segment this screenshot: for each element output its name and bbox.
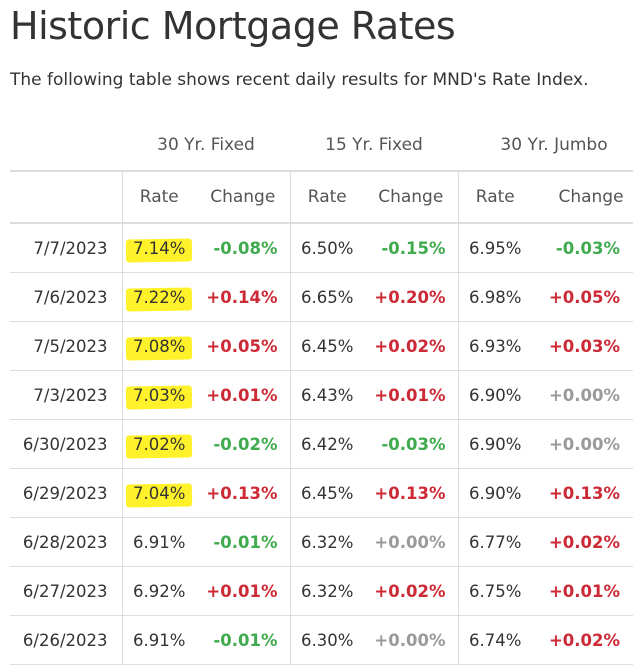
change-15yr-fixed: +0.00% (364, 615, 458, 665)
rate-30yr-fixed: 6.91% (121, 517, 196, 567)
table-body: 7/7/2023 7.14% -0.08% 6.50% -0.15% 6.95% -0.03… (10, 223, 633, 665)
rate-30yr-jumbo: 6.95% (457, 223, 532, 273)
rate-30yr-fixed: 6.92% (121, 566, 196, 616)
highlighted-rate: 7.03% (130, 384, 188, 407)
page-subtitle: The following table shows recent daily r… (10, 70, 589, 90)
change-30yr-jumbo: +0.03% (532, 321, 633, 371)
group-header-15yr-fixed: 15 Yr. Fixed (290, 120, 458, 172)
date-column-header (10, 171, 122, 224)
change-15yr-fixed: -0.15% (364, 223, 458, 273)
change-30yr-jumbo: +0.00% (532, 419, 633, 469)
change-30yr-fixed: +0.01% (196, 566, 290, 616)
table-row: 6/29/2023 7.04% +0.13% 6.45% +0.13% 6.90% +0.1… (10, 468, 633, 518)
change-15yr-fixed: +0.01% (364, 370, 458, 420)
column-header-rate: Rate (121, 171, 196, 224)
change-15yr-fixed: +0.00% (364, 517, 458, 567)
row-date: 6/29/2023 (10, 468, 122, 518)
change-30yr-jumbo: +0.02% (532, 615, 633, 665)
table-row: 7/7/2023 7.14% -0.08% 6.50% -0.15% 6.95% -0.03… (10, 223, 633, 273)
rate-15yr-fixed: 6.65% (289, 272, 364, 322)
change-30yr-fixed: +0.13% (196, 468, 290, 518)
table-row: 6/26/2023 6.91% -0.01% 6.30% +0.00% 6.74% +0.0… (10, 615, 633, 665)
change-30yr-jumbo: +0.00% (532, 370, 633, 420)
row-date: 6/27/2023 (10, 566, 122, 616)
highlighted-rate: 7.08% (130, 335, 188, 358)
change-30yr-fixed: +0.01% (196, 370, 290, 420)
rate-15yr-fixed: 6.45% (289, 321, 364, 371)
rate-30yr-fixed: 7.02% (121, 419, 196, 469)
change-15yr-fixed: +0.02% (364, 321, 458, 371)
highlighted-rate: 7.02% (130, 433, 188, 456)
change-30yr-fixed: -0.08% (196, 223, 290, 273)
highlighted-rate: 7.22% (130, 286, 188, 309)
column-header-change: Change (532, 171, 633, 224)
change-30yr-jumbo: +0.13% (532, 468, 633, 518)
rate-30yr-jumbo: 6.98% (457, 272, 532, 322)
change-30yr-fixed: +0.05% (196, 321, 290, 371)
group-header-30yr-fixed: 30 Yr. Fixed (122, 120, 290, 172)
row-date: 7/6/2023 (10, 272, 122, 322)
change-30yr-fixed: -0.01% (196, 517, 290, 567)
rate-15yr-fixed: 6.50% (289, 223, 364, 273)
change-30yr-jumbo: +0.05% (532, 272, 633, 322)
change-30yr-fixed: -0.02% (196, 419, 290, 469)
row-date: 7/7/2023 (10, 223, 122, 273)
group-header-row: 30 Yr. Fixed 15 Yr. Fixed 30 Yr. Jumbo (10, 120, 633, 172)
rate-15yr-fixed: 6.32% (289, 566, 364, 616)
rate-30yr-jumbo: 6.90% (457, 419, 532, 469)
column-header-rate: Rate (457, 171, 532, 224)
row-date: 6/26/2023 (10, 615, 122, 665)
rate-15yr-fixed: 6.43% (289, 370, 364, 420)
row-date: 7/3/2023 (10, 370, 122, 420)
table-row: 7/3/2023 7.03% +0.01% 6.43% +0.01% 6.90% +0.00… (10, 370, 633, 420)
table-row: 6/27/2023 6.92% +0.01% 6.32% +0.02% 6.75% +0.0… (10, 566, 633, 616)
rate-30yr-fixed: 7.14% (121, 223, 196, 273)
rate-30yr-jumbo: 6.74% (457, 615, 532, 665)
change-15yr-fixed: +0.20% (364, 272, 458, 322)
highlighted-rate: 7.04% (130, 482, 188, 505)
table-row: 7/6/2023 7.22% +0.14% 6.65% +0.20% 6.98% +0.05… (10, 272, 633, 322)
change-30yr-fixed: +0.14% (196, 272, 290, 322)
rate-30yr-fixed: 7.03% (121, 370, 196, 420)
highlighted-rate: 7.14% (130, 237, 188, 260)
rate-30yr-fixed: 6.91% (121, 615, 196, 665)
table-row: 7/5/2023 7.08% +0.05% 6.45% +0.02% 6.93% +0.03… (10, 321, 633, 371)
rate-30yr-fixed: 7.08% (121, 321, 196, 371)
row-date: 7/5/2023 (10, 321, 122, 371)
row-date: 6/30/2023 (10, 419, 122, 469)
rate-30yr-fixed: 7.04% (121, 468, 196, 518)
rate-15yr-fixed: 6.30% (289, 615, 364, 665)
rate-30yr-jumbo: 6.90% (457, 468, 532, 518)
change-15yr-fixed: -0.03% (364, 419, 458, 469)
change-15yr-fixed: +0.13% (364, 468, 458, 518)
rate-30yr-jumbo: 6.77% (457, 517, 532, 567)
rate-15yr-fixed: 6.32% (289, 517, 364, 567)
date-group-header (10, 120, 122, 172)
rate-30yr-jumbo: 6.93% (457, 321, 532, 371)
sub-header-row: Rate Change Rate Change Rate Change (10, 171, 633, 224)
column-header-rate: Rate (289, 171, 364, 224)
change-30yr-jumbo: +0.02% (532, 517, 633, 567)
change-15yr-fixed: +0.02% (364, 566, 458, 616)
page-title: Historic Mortgage Rates (10, 4, 456, 48)
rate-15yr-fixed: 6.42% (289, 419, 364, 469)
column-header-change: Change (364, 171, 458, 224)
change-30yr-jumbo: -0.03% (532, 223, 633, 273)
rate-15yr-fixed: 6.45% (289, 468, 364, 518)
row-date: 6/28/2023 (10, 517, 122, 567)
rate-30yr-jumbo: 6.90% (457, 370, 532, 420)
change-30yr-jumbo: +0.01% (532, 566, 633, 616)
rate-30yr-jumbo: 6.75% (457, 566, 532, 616)
group-header-30yr-jumbo: 30 Yr. Jumbo (458, 120, 633, 172)
rate-30yr-fixed: 7.22% (121, 272, 196, 322)
table-row: 6/30/2023 7.02% -0.02% 6.42% -0.03% 6.90% +0.0… (10, 419, 633, 469)
rates-table: 30 Yr. Fixed 15 Yr. Fixed 30 Yr. Jumbo R… (10, 120, 633, 665)
table-row: 6/28/2023 6.91% -0.01% 6.32% +0.00% 6.77% +0.0… (10, 517, 633, 567)
column-header-change: Change (196, 171, 290, 224)
change-30yr-fixed: -0.01% (196, 615, 290, 665)
